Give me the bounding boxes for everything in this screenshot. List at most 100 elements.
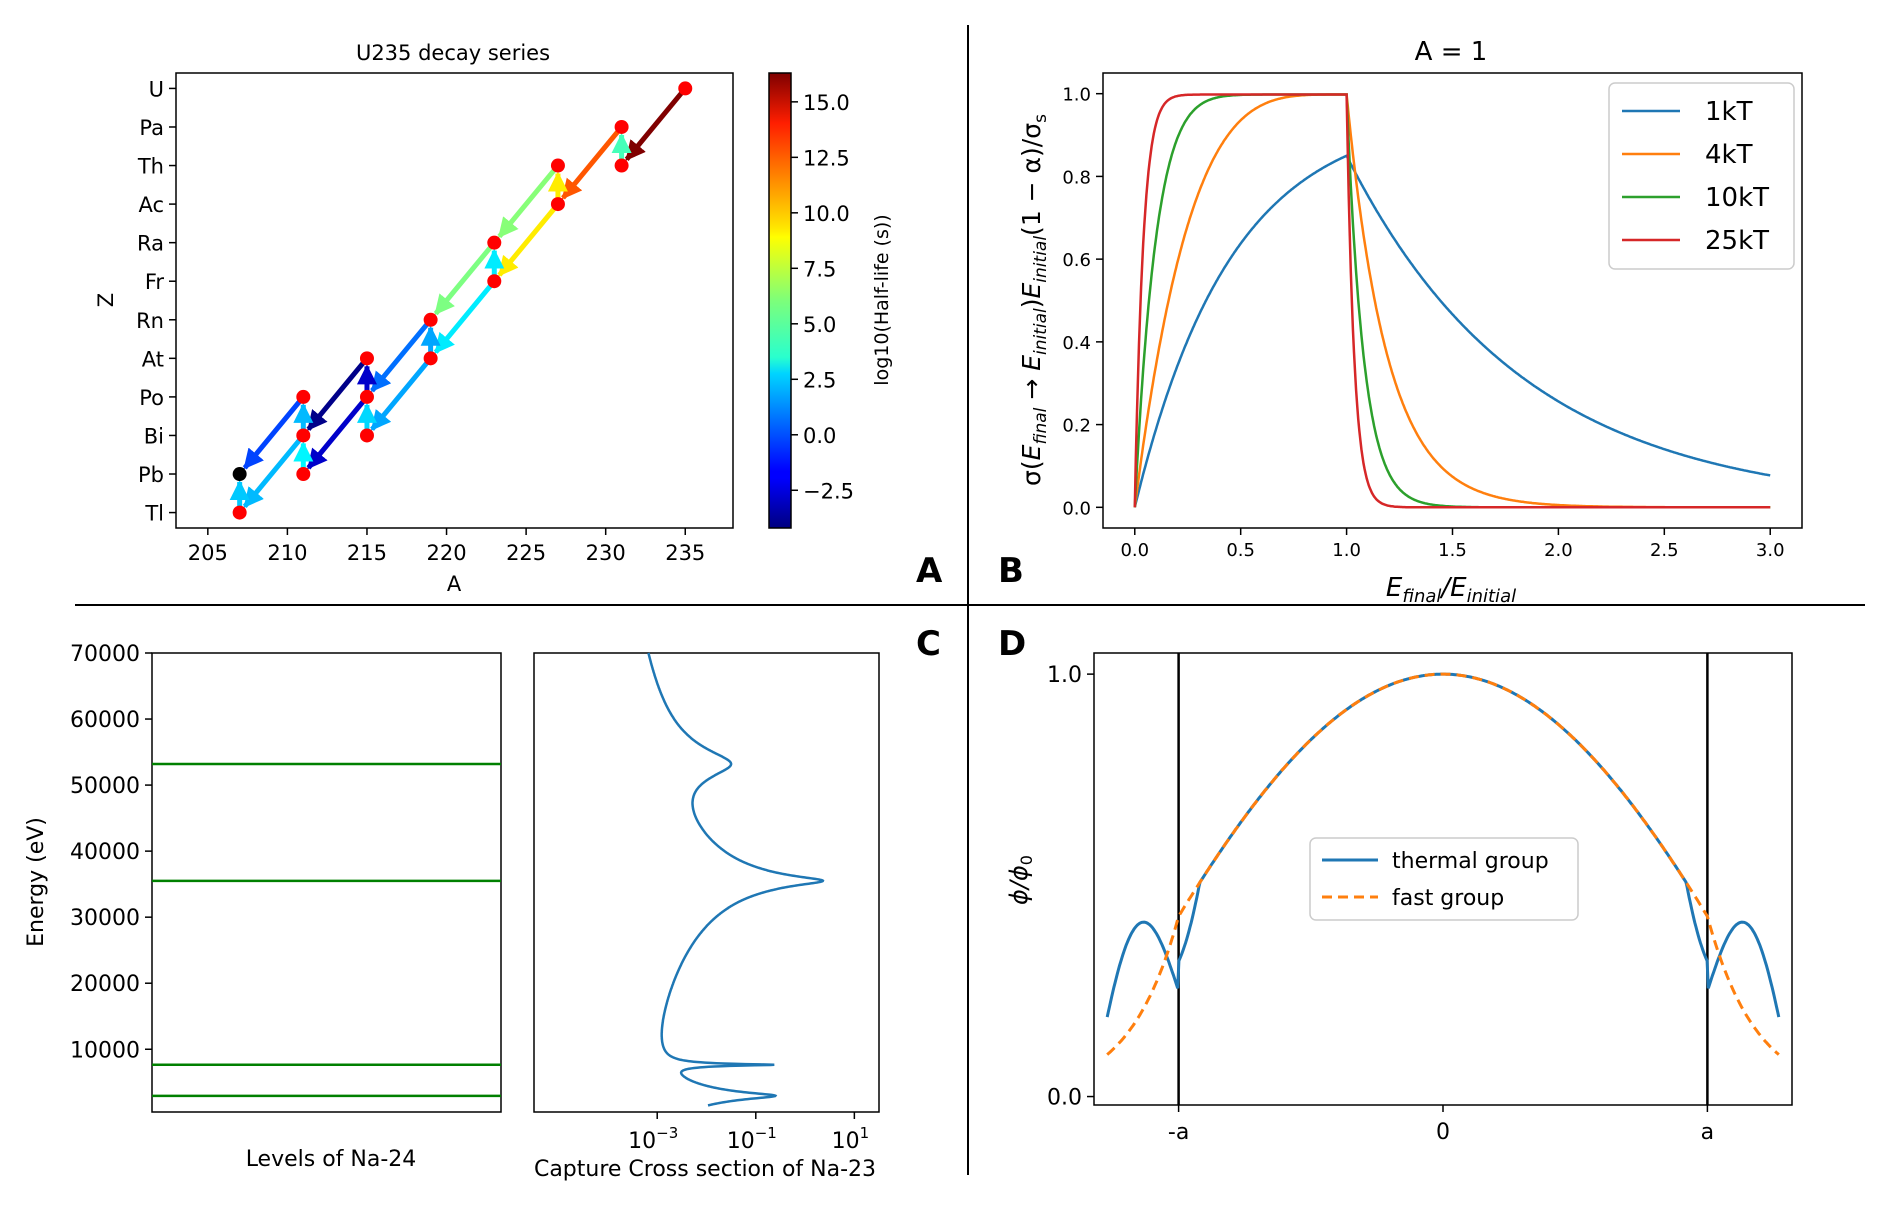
x-tick-label: 10−1 xyxy=(727,1124,777,1154)
decay-arrow xyxy=(433,241,497,316)
colorbar xyxy=(768,72,792,529)
nuclide-point xyxy=(550,197,565,212)
x-tick-label: 2.0 xyxy=(1544,540,1573,561)
y-tick-label: 0.0 xyxy=(1062,498,1091,519)
x-tick-label: 225 xyxy=(506,541,546,565)
x-tick-label: 210 xyxy=(267,541,307,565)
nuclide-point xyxy=(550,158,565,173)
colorbar-tick-label: 5.0 xyxy=(803,313,836,337)
x-tick-label: 10−3 xyxy=(628,1124,678,1154)
chart-a-xlabel: A xyxy=(447,572,462,596)
panel-label-b: B xyxy=(998,551,1024,591)
y-tick-label: Ac xyxy=(138,193,164,217)
nuclide-point xyxy=(359,351,374,366)
y-tick-label: 10000 xyxy=(70,1038,140,1063)
y-tick-label: 1.0 xyxy=(1062,85,1091,106)
x-tick-label: 1.0 xyxy=(1332,540,1361,561)
series-line xyxy=(1133,93,1771,509)
decay-arrow xyxy=(242,433,306,508)
chart-c-y-ticks: 10000 20000 30000 40000 50000 60000 70000 xyxy=(70,642,152,1063)
chart-d-series-lines xyxy=(1105,672,1781,1056)
x-tick-label: 0.5 xyxy=(1226,540,1255,561)
colorbar-tick-label: 10.0 xyxy=(803,202,850,226)
chart-a-nuclide-points xyxy=(232,81,693,520)
x-tick-label: 230 xyxy=(586,541,626,565)
nuclide-point xyxy=(296,467,311,482)
nuclide-point xyxy=(296,428,311,443)
y-tick-label: Tl xyxy=(144,502,164,526)
decay-arrow xyxy=(624,86,688,161)
x-tick-label: 2.5 xyxy=(1650,540,1679,561)
chart-c-cross-section-frame xyxy=(533,652,880,1113)
fast-group-line xyxy=(1106,672,1780,1056)
y-tick-label: 1.0 xyxy=(1047,663,1082,688)
nuclide-point xyxy=(232,467,247,482)
decay-arrow xyxy=(561,125,624,200)
nuclide-point xyxy=(359,428,374,443)
decay-arrow xyxy=(433,279,497,354)
chart-d-y-ticks: 0.0 1.0 xyxy=(1047,663,1094,1111)
colorbar-label: log10(Half-life (s)) xyxy=(871,214,893,385)
y-tick-label: Po xyxy=(139,386,164,410)
x-tick-label: 101 xyxy=(832,1124,870,1154)
y-tick-label: 20000 xyxy=(70,972,140,997)
nuclide-point xyxy=(614,119,629,134)
panel-label-d: D xyxy=(998,624,1026,664)
decay-arrow xyxy=(306,356,369,431)
panel-c-levels-chart: 10000 20000 30000 40000 50000 60000 70000 Leve… xyxy=(24,642,880,1182)
y-tick-label: U xyxy=(149,77,164,101)
x-tick-label: 0.0 xyxy=(1120,540,1149,561)
chart-d-legend: thermal group fast group xyxy=(1309,837,1579,921)
colorbar-tick-label: 0.0 xyxy=(803,424,836,448)
x-tick-label: 1.5 xyxy=(1438,540,1467,561)
chart-b-legend: 1kT 4kT 10kT 25kT xyxy=(1608,82,1795,270)
y-tick-label: 0.8 xyxy=(1062,167,1091,188)
chart-d-x-ticks: -a 0 a xyxy=(1168,1105,1714,1145)
chart-a-ylabel: Z xyxy=(94,293,118,307)
y-tick-label: 0.6 xyxy=(1062,250,1091,271)
nuclide-point xyxy=(487,274,502,289)
chart-b-series-lines xyxy=(1133,93,1771,509)
chart-c-ylabel: Energy (eV) xyxy=(24,817,49,947)
nuclide-point xyxy=(487,235,502,250)
chart-c-cross-section-curve xyxy=(647,652,825,1107)
chart-c-energy-levels xyxy=(152,762,501,1098)
decay-arrow xyxy=(370,318,433,393)
nuclide-point xyxy=(423,351,438,366)
nuclide-point xyxy=(678,81,693,96)
chart-d-ylabel: ϕ/ϕ0 xyxy=(1005,855,1036,905)
panel-d-flux-chart: -a 0 a 0.0 1.0 ϕ/ϕ0 thermal group fast group xyxy=(1005,652,1793,1145)
decay-arrow xyxy=(497,163,560,239)
y-tick-label: 60000 xyxy=(70,708,140,733)
colorbar-tick-label: −2.5 xyxy=(803,479,854,503)
chart-c-x-ticks: 10−3 10−1 101 xyxy=(628,1112,869,1154)
legend-label: 1kT xyxy=(1705,97,1753,127)
chart-a-decay-arrows xyxy=(229,86,688,513)
y-tick-label: Bi xyxy=(144,424,164,448)
decay-arrow xyxy=(306,395,369,470)
y-tick-label: Rn xyxy=(136,309,164,333)
colorbar-tick-label: 7.5 xyxy=(803,257,836,281)
nuclide-point xyxy=(423,312,438,327)
y-tick-label: Fr xyxy=(145,270,165,294)
panel-a-decay-chart: U235 decay series 205 210 215 220 225 230 235 xyxy=(94,41,893,596)
x-tick-label: 220 xyxy=(426,541,466,565)
legend-label: fast group xyxy=(1392,886,1504,911)
y-tick-label: Th xyxy=(137,155,164,179)
y-tick-label: At xyxy=(142,347,164,371)
chart-b-ylabel: σ(Efinal → Einitial)Einitial(1 − α)/σs xyxy=(1017,114,1051,486)
decay-arrow xyxy=(497,202,560,277)
colorbar-tick-label: 15.0 xyxy=(803,91,850,115)
y-tick-label: Pa xyxy=(139,116,164,140)
nuclide-point xyxy=(232,505,247,520)
x-tick-label: 0 xyxy=(1436,1120,1450,1145)
y-tick-label: 30000 xyxy=(70,906,140,931)
y-tick-label: 0.4 xyxy=(1062,333,1091,354)
chart-c-left-xlabel: Levels of Na-24 xyxy=(246,1147,417,1172)
y-tick-label: Ra xyxy=(137,232,164,256)
colorbar-tick-label: 12.5 xyxy=(803,146,850,170)
x-tick-label: a xyxy=(1701,1120,1714,1145)
chart-a-y-ticks: Tl Pb Bi Po At Rn Fr Ra Ac Th Pa U xyxy=(136,77,176,526)
y-tick-label: 50000 xyxy=(70,774,140,799)
